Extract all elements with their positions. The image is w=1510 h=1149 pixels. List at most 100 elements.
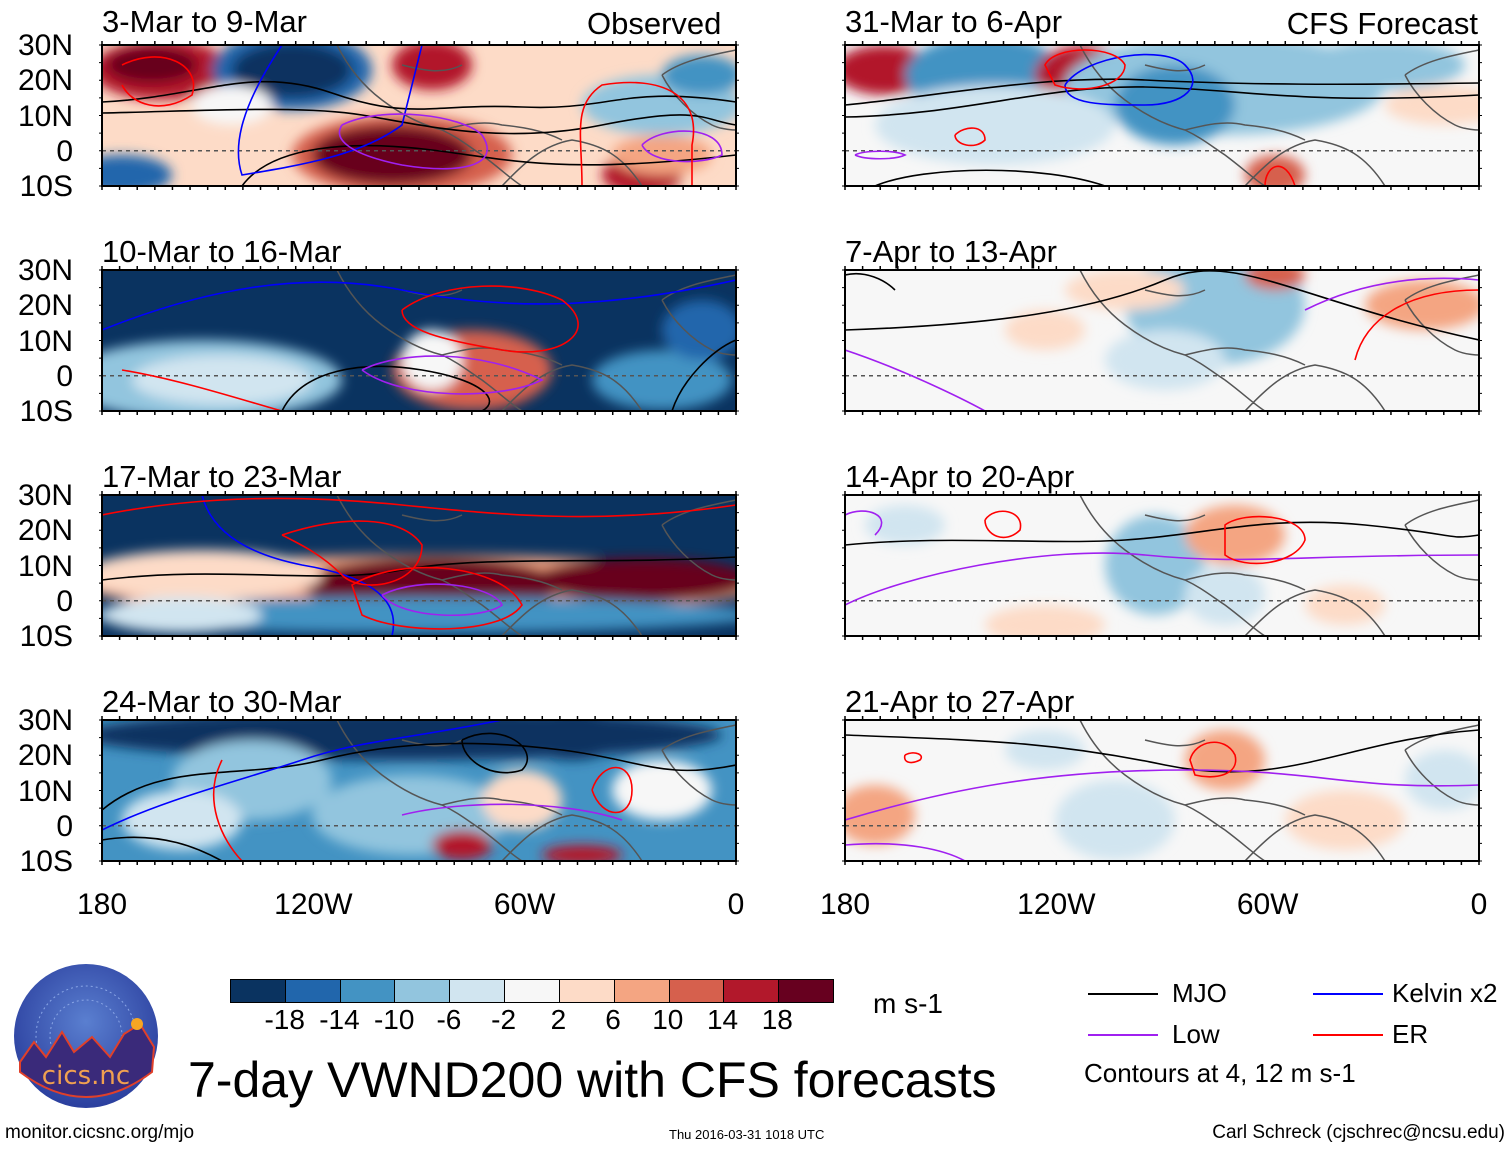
anomaly-region — [1305, 45, 1465, 90]
map-panel — [99, 266, 739, 415]
colorbar-swatch — [559, 980, 615, 1002]
anomaly-region — [122, 790, 242, 850]
wave-contour — [1189, 741, 1237, 778]
lat-tick-label: 30N — [17, 29, 73, 62]
anomaly-region — [1055, 780, 1175, 860]
wave-contour — [201, 495, 395, 636]
wave-contour — [845, 769, 1479, 821]
contour-note: Contours at 4, 12 m s-1 — [1084, 1058, 1356, 1088]
anomaly-region — [865, 505, 945, 545]
cicsnc-logo: cics.nc — [14, 964, 158, 1108]
colorbar-tick-label: -18 — [264, 1004, 305, 1035]
lon-tick-label: 0 — [727, 888, 745, 921]
wave-contour — [102, 556, 736, 581]
cfs-forecast-label: CFS Forecast — [1286, 6, 1478, 41]
lon-tick-label: 60W — [493, 888, 556, 921]
wave-contour — [845, 521, 1479, 546]
map-panel — [842, 716, 1482, 865]
colorbar-swatch — [669, 980, 725, 1002]
wave-contour — [401, 803, 623, 821]
lon-tick-label: 120W — [274, 888, 353, 921]
panel-title: 3-Mar to 9-Mar — [102, 4, 307, 39]
legend-line-mjo — [1088, 993, 1158, 995]
lat-tick-label: 30N — [17, 704, 73, 737]
lat-tick-label: 0 — [56, 134, 73, 168]
anomaly-region — [102, 597, 736, 633]
lat-tick-label: 10N — [17, 549, 73, 583]
wave-contour — [954, 127, 986, 147]
wave-contour — [461, 732, 529, 774]
anomaly-region — [532, 558, 736, 602]
coastline — [336, 495, 736, 636]
wave-contour — [1304, 277, 1479, 311]
wave-contour — [845, 729, 1479, 773]
wave-contour — [212, 759, 243, 861]
wave-contour — [854, 150, 907, 160]
anomaly-region — [1385, 85, 1479, 125]
colorbar-swatch — [395, 980, 451, 1002]
lat-tick-label: 10S — [19, 170, 73, 203]
wave-contour — [641, 130, 723, 163]
lat-tick-label: 0 — [56, 809, 73, 843]
anomaly-region — [107, 47, 197, 83]
lat-tick-label: 30N — [17, 479, 73, 512]
colorbar-units: m s-1 — [873, 988, 943, 1019]
lon-tick-label: 120W — [1017, 888, 1096, 921]
colorbar-swatch — [505, 980, 560, 1002]
wave-contour — [102, 80, 736, 110]
wave-contour — [845, 510, 883, 536]
wave-contour — [237, 45, 423, 176]
lat-tick-label: 10N — [17, 324, 73, 358]
anomaly-region — [482, 770, 562, 830]
figure-title: 7-day VWND200 with CFS forecasts — [188, 1052, 997, 1108]
wave-contour — [102, 497, 736, 518]
anomaly-region — [1005, 730, 1085, 770]
anomaly-region — [1305, 585, 1385, 625]
panel-title: 7-Apr to 13-Apr — [845, 234, 1057, 269]
colorbar-swatch — [779, 980, 833, 1002]
wave-contour — [845, 552, 1479, 606]
lon-tick-label: 0 — [1470, 888, 1488, 921]
wave-contour — [338, 113, 488, 170]
anomaly-region — [232, 45, 352, 98]
lat-tick-label: 10S — [19, 845, 73, 878]
colorbar-swatch — [724, 980, 780, 1002]
anomaly-region — [1185, 505, 1285, 565]
legend-label: Low — [1172, 1019, 1220, 1049]
wave-contour — [381, 583, 504, 617]
panel-title: 17-Mar to 23-Mar — [102, 459, 342, 494]
wave-contour — [102, 279, 736, 331]
anomaly-region — [1005, 310, 1085, 350]
colorbar-swatch — [285, 980, 341, 1002]
anomaly-region — [102, 597, 262, 633]
legend-line-low — [1088, 1034, 1158, 1036]
observed-label: Observed — [587, 6, 722, 41]
anomaly-region — [1105, 330, 1225, 390]
colorbar — [230, 979, 834, 1003]
colorbar-tick-label: 14 — [706, 1004, 739, 1035]
lat-tick-label: 20N — [17, 64, 73, 98]
lat-tick-label: 10S — [19, 620, 73, 653]
anomaly-region — [402, 330, 462, 390]
map-panel — [842, 41, 1482, 190]
footer-url[interactable]: monitor.cicsnc.org/mjo — [5, 1122, 195, 1143]
coastline — [336, 45, 736, 186]
colorbar-tick-label: 2 — [550, 1004, 567, 1035]
map-panel — [842, 491, 1482, 640]
colorbar-tick-label: 6 — [605, 1004, 621, 1035]
wave-contour — [1264, 165, 1296, 186]
panel-title: 10-Mar to 16-Mar — [102, 234, 342, 269]
anomaly-region — [102, 155, 172, 186]
wave-contour — [121, 56, 195, 107]
anomaly-region — [612, 135, 712, 175]
legend-label: ER — [1392, 1019, 1429, 1049]
anomaly-region — [1245, 270, 1305, 290]
wave-contour — [102, 108, 736, 135]
colorbar-tick-label: -2 — [491, 1004, 517, 1035]
wave-contour — [579, 81, 695, 186]
map-panel — [842, 266, 1482, 415]
wave-contour — [281, 365, 491, 411]
coastline — [1079, 45, 1479, 186]
lat-tick-label: 20N — [17, 514, 73, 548]
